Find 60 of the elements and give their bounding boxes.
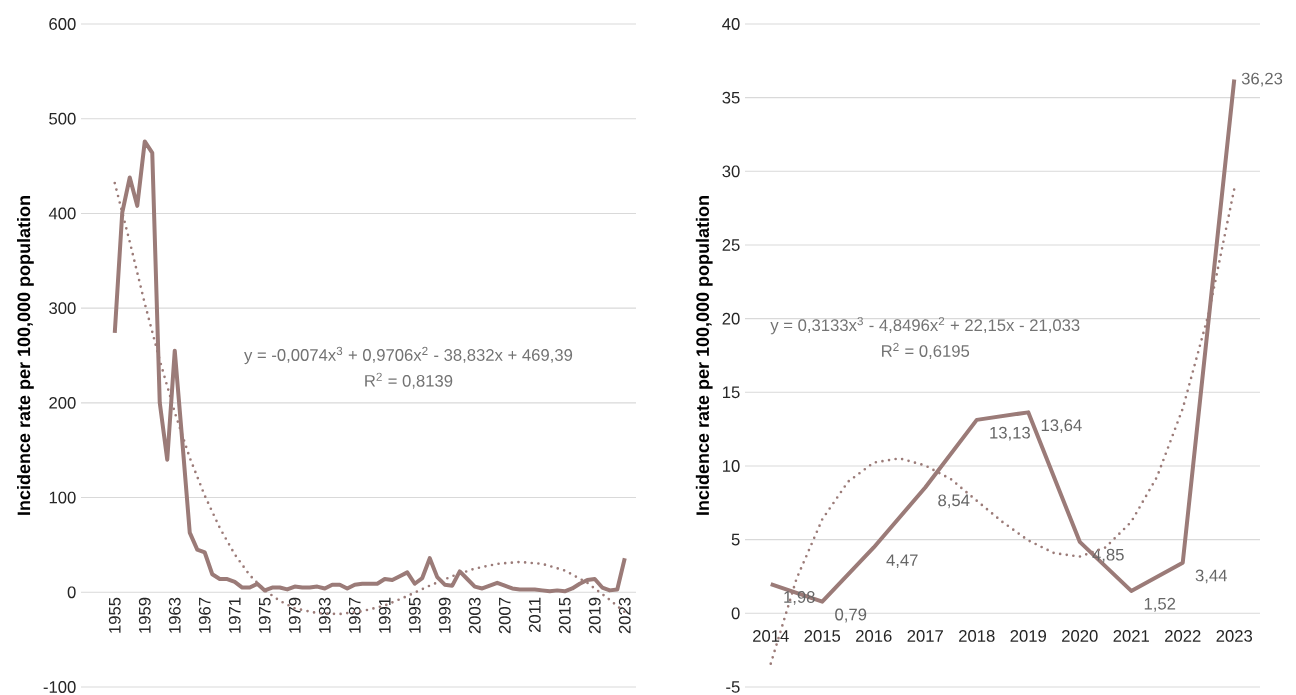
y-axis-title: Incidence rate per 100,000 population bbox=[17, 196, 34, 515]
x-tick-label: 1963 bbox=[168, 597, 181, 633]
x-tick-label: 1991 bbox=[378, 597, 391, 633]
y-tick-label: 10 bbox=[723, 460, 740, 472]
data-label: 0,79 bbox=[835, 608, 867, 623]
x-tick-label: 1999 bbox=[438, 597, 451, 633]
x-tick-label: 2011 bbox=[528, 597, 541, 632]
data-label: 13,13 bbox=[990, 426, 1030, 441]
data-label: 8,54 bbox=[938, 494, 970, 509]
x-tick-label: 2018 bbox=[959, 630, 995, 642]
y-tick-label: 0 bbox=[731, 607, 740, 620]
x-tick-label: 2019 bbox=[588, 597, 601, 634]
y-tick-label: -100 bbox=[43, 681, 76, 693]
y-tick-label: 600 bbox=[49, 18, 76, 30]
data-label: 4,47 bbox=[886, 554, 918, 568]
x-tick-label: 2019 bbox=[1010, 630, 1047, 642]
y-tick-label: 500 bbox=[49, 112, 76, 125]
x-tick-label: 2015 bbox=[804, 630, 841, 642]
y-tick-label: 25 bbox=[722, 239, 740, 251]
data-label: 36,23 bbox=[1241, 72, 1283, 87]
x-tick-label: 2015 bbox=[558, 597, 571, 634]
annotation: R$^{2}$ = 0,6195 bbox=[882, 342, 970, 359]
x-tick-label: 2023 bbox=[618, 597, 631, 634]
y-tick-label: 200 bbox=[49, 396, 76, 409]
y-tick-label: 300 bbox=[49, 302, 76, 315]
y-tick-label: 35 bbox=[722, 91, 740, 104]
x-tick-label: 1975 bbox=[258, 597, 271, 633]
y-tick-label: 30 bbox=[722, 165, 740, 178]
y-tick-label: 40 bbox=[722, 18, 740, 30]
y-axis-title: Incidence rate per 100,000 population bbox=[695, 196, 713, 515]
x-tick-label: 2022 bbox=[1165, 630, 1201, 642]
x-tick-label: 1955 bbox=[108, 597, 121, 633]
x-tick-label: 2021 bbox=[1113, 630, 1149, 642]
x-tick-label: 1971 bbox=[228, 597, 241, 633]
x-tick-label: 1995 bbox=[408, 597, 421, 633]
x-tick-label: 2020 bbox=[1062, 630, 1098, 642]
y-tick-label: 400 bbox=[48, 207, 76, 220]
x-tick-label: 1983 bbox=[318, 597, 331, 633]
x-tick-label: 2016 bbox=[856, 630, 892, 642]
annotation: R$^{2}$ = 0,8139 bbox=[365, 372, 453, 389]
x-tick-label: 2014 bbox=[753, 630, 789, 642]
annotation: y = 0,3133x$^{3}$ - 4,8496x$^{2}$ + 22,15x - 21,033 bbox=[770, 316, 1080, 335]
y-tick-label: 15 bbox=[723, 386, 740, 399]
y-tick-label: -5 bbox=[726, 681, 740, 693]
x-tick-label: 2023 bbox=[1216, 630, 1253, 642]
y-tick-label: 5 bbox=[731, 533, 740, 546]
x-tick-label: 1967 bbox=[198, 597, 211, 633]
x-tick-label: 2007 bbox=[498, 597, 511, 634]
x-tick-label: 2017 bbox=[907, 630, 943, 642]
y-tick-label: 100 bbox=[49, 491, 76, 504]
x-tick-label: 1959 bbox=[138, 597, 151, 633]
x-tick-label: 2003 bbox=[468, 597, 481, 634]
data-label: 13,64 bbox=[1041, 419, 1082, 434]
x-tick-label: 1987 bbox=[348, 597, 361, 633]
data-label: 3,44 bbox=[1195, 569, 1227, 584]
data-label: 1,52 bbox=[1144, 597, 1176, 612]
x-tick-label: 1979 bbox=[288, 597, 301, 633]
annotation: y = -0,0074x$^{3}$ + 0,9706x$^{2}$ - 38,832x + 469,39 bbox=[244, 346, 573, 365]
y-tick-label: 20 bbox=[722, 312, 740, 325]
y-tick-label: 0 bbox=[67, 586, 76, 599]
